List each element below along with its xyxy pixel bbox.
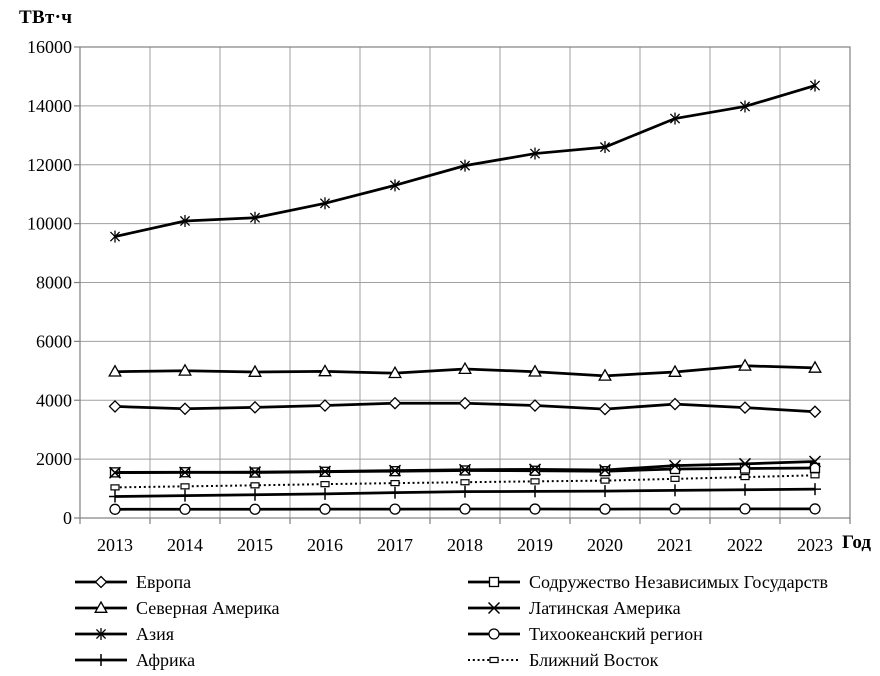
legend-item-label: Африка <box>136 649 196 670</box>
legend-marker-triangle-icon <box>75 601 127 613</box>
legend-item-label: Азия <box>136 623 175 644</box>
x-axis-unit-label: Год <box>842 532 871 553</box>
legend-marker-square-icon <box>468 576 520 588</box>
svg-text:2017: 2017 <box>377 535 413 555</box>
legend-item: Африка <box>75 647 468 673</box>
svg-text:2020: 2020 <box>587 535 623 555</box>
legend-item: Северная Америка <box>75 595 468 621</box>
legend-item: Содружество Независимых Государств <box>468 569 875 595</box>
legend-item: Европа <box>75 569 468 595</box>
y-axis-tick-labels: 0 2000 4000 6000 8000 10000 12000 14000 16000 <box>27 37 72 528</box>
legend-item-label: Ближний Восток <box>529 649 659 670</box>
svg-text:2023: 2023 <box>797 535 833 555</box>
legend-marker-circle-icon <box>468 628 520 640</box>
legend-marker-diamond-icon <box>75 575 127 589</box>
series-plus <box>109 483 821 503</box>
series-circle <box>109 503 821 515</box>
legend-item: Ближний Восток <box>468 647 875 673</box>
svg-text:2022: 2022 <box>727 535 763 555</box>
legend-item-label: Тихоокеанский регион <box>529 623 703 644</box>
axis-ticks <box>74 46 851 524</box>
legend-marker-plus-icon <box>75 654 127 666</box>
y-axis-unit-label: ТВт·ч <box>19 7 73 28</box>
svg-text:12000: 12000 <box>27 155 72 175</box>
svg-text:10000: 10000 <box>27 214 72 234</box>
svg-text:2015: 2015 <box>237 535 273 555</box>
svg-text:2018: 2018 <box>447 535 483 555</box>
svg-text:2000: 2000 <box>36 449 72 469</box>
legend: Европа Содружество Независимых Государств… <box>75 569 875 673</box>
svg-text:2014: 2014 <box>167 535 203 555</box>
series-x <box>108 455 822 479</box>
legend-marker-asterisk-icon <box>75 628 127 640</box>
svg-text:6000: 6000 <box>36 331 72 351</box>
gridlines <box>80 46 850 518</box>
x-axis-tick-labels: 2013 2014 2015 2016 2017 2018 2019 2020 2021 2022… <box>97 535 833 555</box>
svg-text:8000: 8000 <box>36 273 72 293</box>
plot-area: 0 2000 4000 6000 8000 10000 12000 14000 16000 201… <box>27 37 851 555</box>
svg-text:0: 0 <box>63 508 72 528</box>
svg-text:2013: 2013 <box>97 535 133 555</box>
series-dash <box>110 472 820 491</box>
series-asterisk <box>109 79 821 243</box>
svg-text:14000: 14000 <box>27 96 72 116</box>
svg-text:2021: 2021 <box>657 535 693 555</box>
legend-marker-dash-icon <box>468 656 520 664</box>
legend-item-label: Латинская Америка <box>529 597 681 618</box>
series-triangle <box>108 358 822 381</box>
svg-text:4000: 4000 <box>36 390 72 410</box>
legend-item-label: Содружество Независимых Государств <box>529 571 828 592</box>
legend-item-label: Европа <box>136 571 192 592</box>
legend-item: Латинская Америка <box>468 595 875 621</box>
legend-item: Азия <box>75 621 468 647</box>
legend-item-label: Северная Америка <box>136 597 280 618</box>
svg-text:2019: 2019 <box>517 535 553 555</box>
series-diamond <box>108 396 822 419</box>
svg-text:2016: 2016 <box>307 535 343 555</box>
legend-item: Тихоокеанский регион <box>468 621 875 647</box>
svg-text:16000: 16000 <box>27 37 72 57</box>
legend-marker-x-icon <box>468 601 520 615</box>
